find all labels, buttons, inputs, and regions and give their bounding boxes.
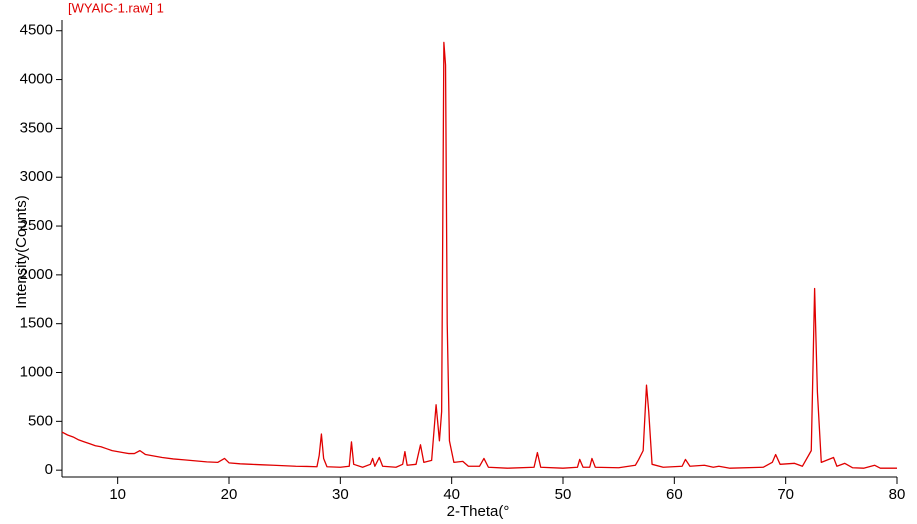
x-axis-label: 2-Theta(° — [447, 503, 510, 520]
y-tick-label: 4500 — [20, 22, 53, 39]
x-tick-label: 40 — [443, 486, 460, 503]
x-tick-label: 20 — [221, 486, 238, 503]
x-tick-label: 10 — [109, 486, 126, 503]
data-line — [61, 41, 897, 469]
y-tick-label: 2500 — [20, 217, 53, 234]
x-tick-label: 30 — [332, 486, 349, 503]
chart-title: [WYAIC-1.raw] 1 — [68, 0, 164, 15]
y-tick-label: 3000 — [20, 168, 53, 185]
y-axis-label: Intensity(Counts) — [13, 195, 30, 308]
x-tick-label: 80 — [889, 486, 906, 503]
x-tick-label: 60 — [666, 486, 683, 503]
y-tick-label: 1000 — [20, 363, 53, 380]
y-tick-label: 500 — [28, 412, 53, 429]
y-tick-label: 0 — [45, 461, 53, 478]
y-tick-label: 2000 — [20, 266, 53, 283]
y-tick-label: 1500 — [20, 315, 53, 332]
x-tick-label: 70 — [777, 486, 794, 503]
y-tick-label: 4000 — [20, 71, 53, 88]
x-tick-label: 50 — [555, 486, 572, 503]
y-tick-label: 3500 — [20, 119, 53, 136]
